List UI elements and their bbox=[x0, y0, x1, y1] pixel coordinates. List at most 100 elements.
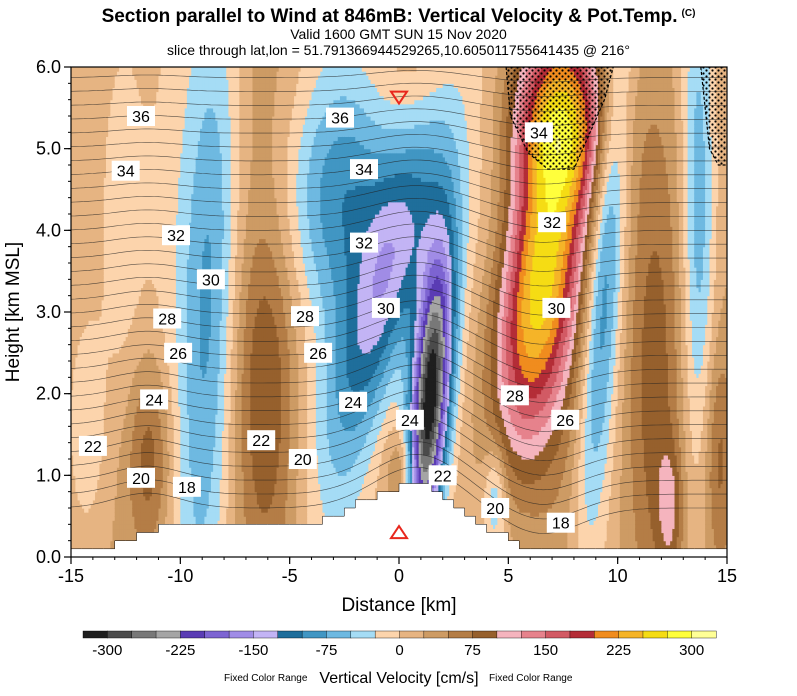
x-tick-label: -5 bbox=[282, 566, 298, 586]
colorbar-swatch bbox=[692, 631, 717, 638]
theta-label-text: 36 bbox=[331, 111, 349, 128]
theta-label-text: 22 bbox=[84, 439, 102, 456]
x-axis: -15 -10 -5 0 5 10 15 bbox=[58, 557, 737, 586]
theta-label: 22 bbox=[429, 465, 457, 485]
y-tick-label: 6.0 bbox=[36, 57, 61, 77]
theta-label-text: 22 bbox=[434, 468, 452, 485]
colorbar-swatch bbox=[521, 631, 546, 638]
x-tick-label: -10 bbox=[167, 566, 193, 586]
colorbar-swatch bbox=[205, 631, 230, 638]
theta-label: 24 bbox=[396, 410, 424, 430]
colorbar-swatch bbox=[448, 631, 473, 638]
theta-label: 26 bbox=[164, 343, 192, 363]
theta-label: 20 bbox=[481, 498, 509, 518]
theta-label-text: 22 bbox=[252, 433, 270, 450]
colorbar-note-right: Fixed Color Range bbox=[489, 673, 573, 684]
theta-label-text: 18 bbox=[552, 516, 570, 533]
colorbar-swatch bbox=[375, 631, 400, 638]
theta-label-text: 18 bbox=[178, 480, 196, 497]
colorbar-swatch bbox=[594, 631, 619, 638]
colorbar-swatch bbox=[83, 631, 108, 638]
x-tick-label: 10 bbox=[608, 566, 628, 586]
colorbar-swatch bbox=[667, 631, 692, 638]
theta-label-text: 26 bbox=[556, 413, 574, 430]
theta-label: 32 bbox=[350, 233, 378, 253]
colorbar-swatch bbox=[497, 631, 522, 638]
theta-label: 28 bbox=[501, 385, 529, 405]
theta-label: 34 bbox=[112, 161, 140, 181]
theta-label-text: 36 bbox=[132, 109, 150, 126]
colorbar-tick-label: 225 bbox=[606, 642, 631, 659]
theta-label: 34 bbox=[350, 159, 378, 179]
theta-label-text: 30 bbox=[548, 301, 566, 318]
y-axis: 0.01.02.03.04.05.06.0 bbox=[36, 57, 71, 567]
theta-label: 32 bbox=[538, 212, 566, 232]
theta-label: 36 bbox=[127, 106, 155, 126]
y-tick-label: 4.0 bbox=[36, 220, 61, 240]
theta-label-text: 26 bbox=[309, 346, 327, 363]
colorbar-swatch bbox=[132, 631, 157, 638]
theta-label-text: 28 bbox=[296, 309, 314, 326]
colorbar-tick-label: -225 bbox=[165, 642, 195, 659]
theta-label: 26 bbox=[551, 410, 579, 430]
theta-label-text: 20 bbox=[132, 471, 150, 488]
theta-label-text: 20 bbox=[294, 452, 312, 469]
theta-label: 20 bbox=[289, 449, 317, 469]
theta-label: 24 bbox=[339, 392, 367, 412]
y-tick-label: 0.0 bbox=[36, 547, 61, 567]
theta-label-text: 32 bbox=[543, 215, 561, 232]
theta-label-text: 28 bbox=[158, 312, 176, 329]
colorbar-tick-label: -300 bbox=[92, 642, 122, 659]
colorbar-tick-label: -75 bbox=[316, 642, 338, 659]
theta-label-text: 34 bbox=[117, 164, 135, 181]
x-tick-label: 15 bbox=[717, 566, 737, 586]
theta-label: 22 bbox=[79, 436, 107, 456]
theta-label-text: 30 bbox=[202, 272, 220, 289]
theta-label-text: 26 bbox=[169, 346, 187, 363]
theta-label: 30 bbox=[372, 298, 400, 318]
theta-label: 18 bbox=[173, 477, 201, 497]
colorbar-swatch bbox=[229, 631, 254, 638]
theta-label-text: 34 bbox=[530, 125, 548, 142]
colorbar-swatch bbox=[643, 631, 668, 638]
theta-label: 20 bbox=[127, 468, 155, 488]
colorbar-swatch bbox=[351, 631, 376, 638]
colorbar-swatch bbox=[107, 631, 132, 638]
colorbar-note-left: Fixed Color Range bbox=[224, 673, 308, 684]
theta-label-text: 34 bbox=[355, 162, 373, 179]
colorbar: -300 -225 -150 -75 0 75 150 225 300 bbox=[83, 631, 716, 659]
theta-label: 32 bbox=[162, 225, 190, 245]
theta-label-text: 30 bbox=[377, 301, 395, 318]
theta-label-text: 28 bbox=[506, 388, 524, 405]
y-tick-label: 3.0 bbox=[36, 302, 61, 322]
colorbar-swatch bbox=[473, 631, 498, 638]
colorbar-tick-label: 75 bbox=[464, 642, 481, 659]
theta-label: 28 bbox=[291, 306, 319, 326]
colorbar-swatch bbox=[400, 631, 425, 638]
colorbar-tick-label: 300 bbox=[679, 642, 704, 659]
colorbar-swatch bbox=[424, 631, 449, 638]
y-tick-label: 1.0 bbox=[36, 465, 61, 485]
colorbar-swatch bbox=[619, 631, 644, 638]
theta-label: 24 bbox=[140, 389, 168, 409]
colorbar-swatch bbox=[180, 631, 205, 638]
theta-label: 18 bbox=[547, 513, 575, 533]
colorbar-tick-label: 0 bbox=[395, 642, 403, 659]
theta-label-text: 24 bbox=[401, 413, 419, 430]
theta-label-text: 24 bbox=[145, 392, 163, 409]
x-tick-label: 5 bbox=[503, 566, 513, 586]
colorbar-tick-label: 150 bbox=[533, 642, 558, 659]
theta-label: 34 bbox=[525, 122, 553, 142]
colorbar-swatch bbox=[302, 631, 327, 638]
colorbar-swatch bbox=[570, 631, 595, 638]
theta-label-text: 32 bbox=[167, 228, 185, 245]
colorbar-swatch bbox=[253, 631, 278, 638]
x-axis-label: Distance [km] bbox=[341, 595, 456, 616]
plot-area bbox=[71, 45, 729, 558]
theta-label-text: 32 bbox=[355, 236, 373, 253]
colorbar-swatch bbox=[278, 631, 303, 638]
colorbar-tick-label: -150 bbox=[238, 642, 268, 659]
colorbar-swatch bbox=[156, 631, 181, 638]
theta-label: 36 bbox=[326, 108, 354, 128]
